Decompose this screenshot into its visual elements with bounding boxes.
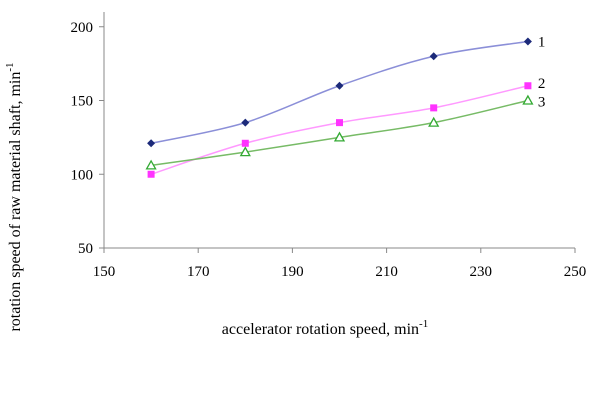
data-point	[241, 118, 250, 127]
series-1-line	[150, 40, 529, 145]
data-point	[147, 139, 156, 148]
data-point	[522, 94, 534, 105]
y-tick-label: 200	[71, 20, 94, 36]
y-axis-title-sup: -1	[4, 62, 16, 71]
plot-area	[103, 12, 575, 249]
x-tick-label: 250	[564, 264, 587, 280]
data-point	[239, 146, 251, 157]
x-tick-label: 190	[281, 264, 304, 280]
data-point	[336, 119, 343, 127]
series-label: 2	[538, 76, 546, 92]
y-axis-ticks: 50 100 150 200	[71, 20, 104, 257]
y-axis-title: rotation speed of raw material shaft, mi…	[4, 62, 24, 331]
data-point	[429, 52, 438, 61]
x-tick-label: 210	[375, 264, 398, 280]
data-point	[524, 82, 532, 90]
data-point	[523, 37, 532, 46]
series-2: 2	[147, 76, 546, 178]
series-label: 3	[538, 95, 546, 111]
series-layer: 1 2 3	[145, 35, 546, 178]
data-point	[241, 139, 249, 147]
y-tick-label: 150	[71, 94, 94, 110]
data-point	[147, 170, 155, 178]
x-tick-label: 230	[470, 264, 493, 280]
series-2-line	[150, 85, 529, 175]
y-tick-label: 100	[71, 167, 94, 183]
y-axis-title-text: rotation speed of raw material shaft, mi…	[7, 72, 24, 332]
x-axis-title-sup: -1	[419, 318, 428, 330]
series-3: 3	[145, 94, 546, 170]
series-1: 1	[147, 35, 545, 148]
data-point	[335, 81, 344, 90]
x-tick-label: 150	[93, 264, 116, 280]
x-axis-title: accelerator rotation speed, min-1	[222, 318, 428, 338]
x-axis-title-text: accelerator rotation speed, min	[222, 321, 419, 338]
series-label: 1	[538, 35, 546, 51]
data-point	[430, 104, 438, 112]
data-point	[428, 116, 440, 127]
x-tick-label: 170	[187, 264, 210, 280]
data-point	[145, 159, 157, 170]
y-tick-label: 50	[78, 241, 93, 257]
x-axis-ticks: 150 170 190 210 230 250	[93, 248, 587, 280]
data-point	[333, 131, 346, 142]
